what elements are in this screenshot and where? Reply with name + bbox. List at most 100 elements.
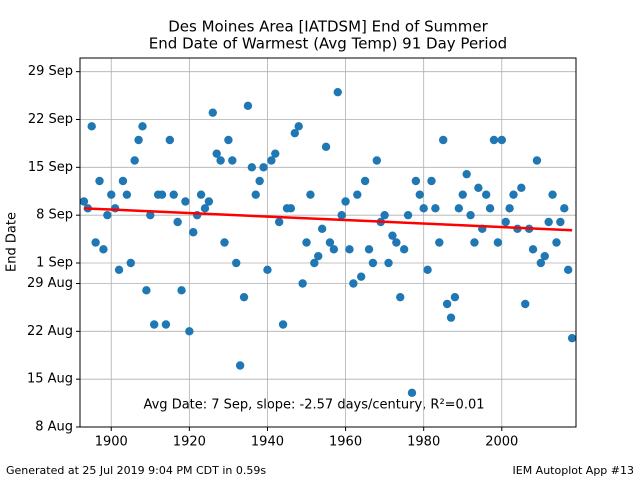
point (442, 299, 452, 309)
point (345, 245, 354, 254)
point (439, 135, 448, 145)
point (274, 217, 284, 227)
y-axis-label: End Date (5, 212, 20, 272)
point (450, 292, 460, 302)
point (247, 163, 257, 172)
point (224, 135, 233, 145)
point (306, 190, 315, 199)
point (302, 238, 311, 247)
point (267, 156, 276, 165)
point (329, 245, 339, 254)
point (263, 265, 272, 275)
point (185, 327, 194, 336)
point (493, 238, 503, 247)
point (364, 245, 374, 254)
point (403, 210, 413, 220)
point (228, 156, 237, 165)
point (341, 197, 350, 206)
point (470, 238, 479, 247)
point (528, 245, 538, 254)
point (349, 279, 358, 288)
point (325, 238, 335, 247)
point (294, 122, 303, 131)
point (474, 183, 483, 193)
point (196, 190, 206, 199)
point (239, 292, 249, 302)
point (356, 272, 366, 281)
point (314, 251, 323, 261)
point (118, 176, 128, 186)
point (290, 128, 300, 138)
point (462, 169, 471, 179)
y-tick-label: 8 Sep (36, 208, 73, 223)
point (419, 204, 428, 213)
point (150, 320, 159, 329)
point (458, 190, 467, 199)
plot-frame (79, 57, 577, 428)
point (189, 228, 198, 237)
point (415, 190, 424, 199)
y-tick-label: 29 Aug (27, 276, 73, 291)
point (517, 183, 526, 193)
x-tick-label: 1940 (251, 435, 284, 450)
x-tick-label: 2000 (485, 435, 518, 450)
point (99, 245, 108, 254)
point (212, 149, 221, 158)
point (489, 135, 499, 145)
point (540, 251, 549, 261)
point (79, 197, 89, 206)
x-tick-label: 1900 (95, 435, 128, 450)
point (232, 258, 241, 268)
point (177, 286, 186, 295)
point (200, 204, 210, 213)
point (368, 258, 378, 268)
point (220, 238, 229, 247)
x-tick-label: 1920 (173, 435, 206, 450)
point (548, 190, 557, 199)
point (173, 217, 182, 227)
point (466, 210, 475, 220)
point (423, 265, 432, 275)
point (388, 231, 397, 240)
trend-line (83, 207, 573, 232)
y-tick-label: 15 Aug (27, 372, 73, 387)
y-tick-label: 15 Sep (28, 160, 73, 175)
point (165, 135, 175, 145)
y-tick-label: 8 Aug (35, 420, 73, 435)
point (114, 265, 124, 275)
point (396, 292, 405, 302)
point (126, 258, 135, 268)
point (563, 265, 573, 275)
point (298, 279, 307, 288)
point (317, 224, 327, 234)
point (411, 176, 421, 186)
point (204, 197, 214, 206)
point (407, 388, 417, 398)
point (544, 217, 553, 227)
y-tick-label: 29 Sep (28, 64, 73, 79)
point (146, 210, 155, 220)
point (392, 238, 401, 247)
point (485, 204, 495, 213)
point (560, 204, 569, 213)
point (157, 190, 167, 199)
point (427, 176, 436, 186)
point (399, 245, 409, 254)
point (243, 101, 253, 111)
y-tick-label: 1 Sep (36, 256, 73, 271)
point (321, 142, 331, 152)
point (208, 108, 217, 117)
x-tick-label: 1960 (329, 435, 362, 450)
point (235, 361, 245, 370)
point (122, 190, 132, 199)
point (454, 204, 464, 213)
point (501, 217, 510, 227)
point (481, 190, 491, 199)
point (95, 176, 104, 186)
point (169, 190, 178, 199)
point (521, 299, 530, 309)
point (259, 163, 268, 172)
point (138, 122, 147, 131)
point (372, 156, 382, 165)
point (536, 258, 546, 268)
